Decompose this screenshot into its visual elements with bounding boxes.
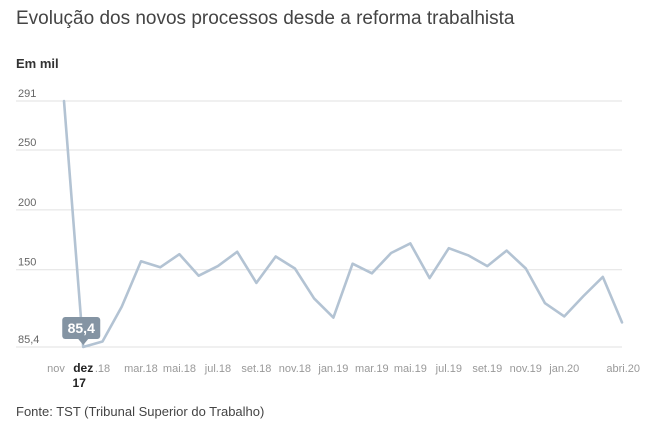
chart-title: Evolução dos novos processos desde a ref… [16, 8, 515, 29]
x-tick-label: dez [73, 361, 93, 375]
x-tick-label: jul.18 [204, 363, 231, 375]
y-tick-label: 200 [18, 197, 36, 209]
x-tick-label: jan.20 [548, 363, 579, 375]
x-tick-label: set.19 [472, 363, 502, 375]
x-tick-label: mar.19 [355, 363, 389, 375]
y-axis-ticks: 291 250 200 150 85,4 [18, 88, 39, 346]
x-tick-label: nov.19 [510, 363, 542, 375]
y-tick-label: 291 [18, 88, 36, 100]
y-tick-label: 250 [18, 137, 36, 149]
chart-source: Fonte: TST (Tribunal Superior do Trabalh… [16, 404, 265, 419]
tooltip-pointer [78, 339, 89, 345]
x-tick-label: mai.19 [394, 363, 427, 375]
x-tick-label: set.18 [241, 363, 271, 375]
x-tick-label: mai.18 [163, 363, 196, 375]
x-tick-label: jul.19 [435, 363, 462, 375]
value-tooltip: 85,4 [62, 317, 101, 345]
y-tick-label: 85,4 [18, 334, 39, 346]
x-tick-label: .18 [95, 363, 110, 375]
x-tick-label: nov.18 [279, 363, 311, 375]
tooltip-box [62, 317, 101, 339]
y-axis-unit-label: Em mil [16, 56, 59, 71]
x-tick-label: nov [47, 363, 65, 375]
x-tick-label: abri.20 [606, 363, 640, 375]
x-tick-label: jan.19 [317, 363, 348, 375]
tooltip-value: 85,4 [68, 320, 95, 336]
series-line-novos-processos [62, 99, 624, 349]
x-tick-label-year: 17 [73, 376, 87, 390]
gridlines [16, 100, 622, 348]
y-tick-label: 150 [18, 257, 36, 269]
x-tick-label: mar.18 [124, 363, 158, 375]
